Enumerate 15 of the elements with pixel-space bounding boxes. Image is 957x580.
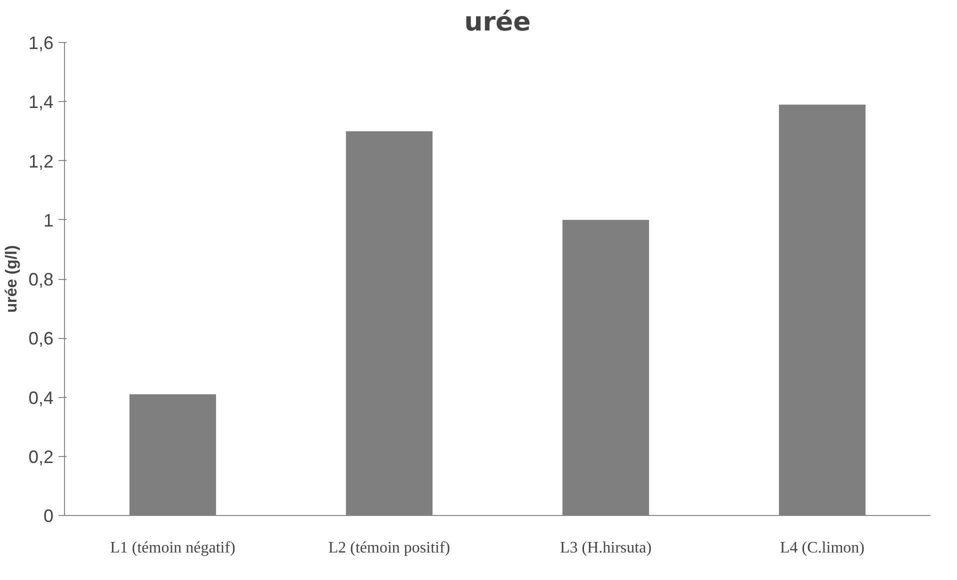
x-tick-label: L4 (C.limon) [780,540,864,556]
y-tick-label: 1 [43,210,54,230]
y-tick-label: 0,6 [28,328,54,349]
y-tick-label: 0,8 [28,270,54,290]
x-tick-label: L1 (témoin négatif) [110,540,236,556]
x-tick-label: L2 (témoin positif) [328,540,450,556]
y-axis-title: urée (g/l) [3,245,20,313]
y-tick-label: 0,4 [28,388,54,408]
y-tick-label: 0 [43,506,54,526]
chart-title: urée [464,8,531,38]
y-tick-label: 1,2 [28,151,54,172]
y-tick-label: 1,4 [28,92,54,112]
x-tick-label: L3 (H.hirsuta) [560,540,652,556]
y-tick-label: 1,6 [28,33,54,53]
y-tick-label: 0,2 [28,446,54,467]
